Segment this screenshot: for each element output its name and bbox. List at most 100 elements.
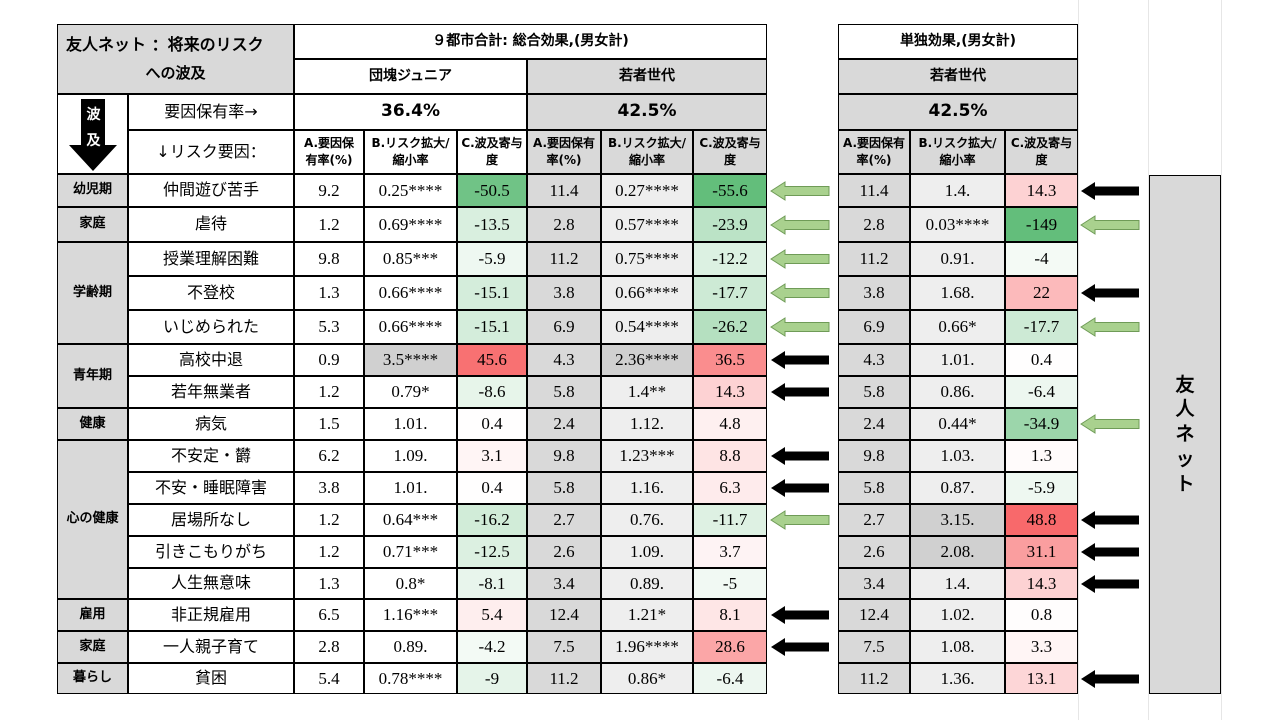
title-line1: 友人ネット ：将来のリスク: [66, 35, 264, 55]
black-left-arrow-icon: [771, 383, 829, 401]
factor-cell: 居場所なし: [128, 504, 294, 536]
gridline: [1221, 0, 1222, 720]
value-c-cell: 45.6: [457, 344, 527, 376]
black-left-arrow-icon: [771, 638, 829, 656]
value-c-cell: 14.3: [693, 376, 767, 408]
value-b-cell: 3.15.: [910, 504, 1005, 536]
value-a-cell: 3.4: [838, 568, 910, 599]
value-c-cell: 0.4: [457, 472, 527, 504]
group-young-title: 若者世代: [527, 59, 767, 94]
value-b-cell: 1.68.: [910, 276, 1005, 310]
black-left-arrow-icon: [1081, 574, 1139, 593]
col-header-c: C.波及寄与度: [1005, 130, 1078, 174]
black-left-arrow-icon: [771, 351, 829, 369]
value-b-cell: 1.16.: [601, 472, 693, 504]
value-c-cell: 8.8: [693, 440, 767, 472]
category-cell: 暮らし: [57, 663, 128, 694]
value-c-cell: 0.4: [457, 408, 527, 440]
value-c-cell: -6.4: [1005, 376, 1078, 408]
value-c-cell: 31.1: [1005, 536, 1078, 568]
value-a-cell: 9.8: [527, 440, 601, 472]
value-b-cell: 0.79*: [364, 376, 457, 408]
vertical-label-char: ッ: [1175, 447, 1195, 470]
value-a-cell: 6.9: [527, 310, 601, 344]
category-cell: 雇用: [57, 599, 128, 631]
value-b-cell: 1.08.: [910, 631, 1005, 663]
wave-label-top: 波: [86, 107, 101, 123]
value-a-cell: 3.8: [527, 276, 601, 310]
category-cell: 家庭: [57, 207, 128, 242]
value-b-cell: 1.01.: [364, 408, 457, 440]
value-a-cell: 2.6: [838, 536, 910, 568]
value-b-cell: 0.8*: [364, 568, 457, 599]
value-a-cell: 11.4: [527, 174, 601, 207]
value-b-cell: 1.21*: [601, 599, 693, 631]
value-c-cell: -34.9: [1005, 408, 1078, 440]
factor-cell: 一人親子育て: [128, 631, 294, 663]
vertical-network-label: 友人ネット: [1149, 175, 1221, 694]
value-a-cell: 2.6: [527, 536, 601, 568]
factor-cell: 若年無業者: [128, 376, 294, 408]
value-a-cell: 11.2: [838, 663, 910, 694]
value-b-cell: 1.36.: [910, 663, 1005, 694]
value-c-cell: -15.1: [457, 310, 527, 344]
col-header-b: B.リスク拡大/縮小率: [364, 130, 457, 174]
green-left-arrow-icon: [770, 249, 830, 269]
green-left-arrow-icon: [770, 510, 830, 530]
category-cell: 心の健康: [57, 440, 128, 599]
col-header-c: C.波及寄与度: [457, 130, 527, 174]
value-b-cell: 0.87.: [910, 472, 1005, 504]
value-b-cell: 1.09.: [601, 536, 693, 568]
value-b-cell: 0.86.: [910, 376, 1005, 408]
value-b-cell: 0.89.: [364, 631, 457, 663]
value-c-cell: -11.7: [693, 504, 767, 536]
value-c-cell: -8.6: [457, 376, 527, 408]
factor-cell: 病気: [128, 408, 294, 440]
green-left-arrow-icon: [1080, 414, 1140, 434]
value-b-cell: 0.25****: [364, 174, 457, 207]
value-a-cell: 5.8: [838, 472, 910, 504]
value-a-cell: 7.5: [838, 631, 910, 663]
value-a-cell: 12.4: [527, 599, 601, 631]
value-a-cell: 1.2: [294, 376, 364, 408]
value-c-cell: 3.1: [457, 440, 527, 472]
value-c-cell: -8.1: [457, 568, 527, 599]
rate-young: 42.5%: [527, 94, 767, 130]
value-c-cell: -50.5: [457, 174, 527, 207]
value-b-cell: 0.85***: [364, 242, 457, 276]
value-b-cell: 1.01.: [910, 344, 1005, 376]
value-a-cell: 1.3: [294, 276, 364, 310]
black-left-arrow-icon: [771, 447, 829, 465]
vertical-label-char: ネ: [1175, 423, 1195, 446]
category-cell: 健康: [57, 408, 128, 440]
value-b-cell: 1.16***: [364, 599, 457, 631]
factor-cell: 仲間遊び苦手: [128, 174, 294, 207]
value-b-cell: 0.69****: [364, 207, 457, 242]
value-b-cell: 3.5****: [364, 344, 457, 376]
green-left-arrow-icon: [770, 214, 830, 235]
value-b-cell: 0.66*: [910, 310, 1005, 344]
value-b-cell: 0.66****: [601, 276, 693, 310]
value-b-cell: 0.89.: [601, 568, 693, 599]
value-a-cell: 1.3: [294, 568, 364, 599]
factor-cell: 不安定・欝: [128, 440, 294, 472]
value-c-cell: 14.3: [1005, 174, 1078, 207]
black-left-arrow-icon: [1081, 284, 1139, 302]
value-b-cell: 1.23***: [601, 440, 693, 472]
value-a-cell: 2.8: [294, 631, 364, 663]
col-header-a: A.要因保有率(%): [294, 130, 364, 174]
green-left-arrow-icon: [770, 180, 830, 201]
value-c-cell: -12.2: [693, 242, 767, 276]
value-a-cell: 11.2: [527, 242, 601, 276]
factor-cell: いじめられた: [128, 310, 294, 344]
value-a-cell: 5.8: [527, 472, 601, 504]
value-c-cell: 48.8: [1005, 504, 1078, 536]
value-a-cell: 12.4: [838, 599, 910, 631]
value-b-cell: 1.03.: [910, 440, 1005, 472]
value-a-cell: 4.3: [527, 344, 601, 376]
value-a-cell: 5.4: [294, 663, 364, 694]
value-c-cell: 22: [1005, 276, 1078, 310]
black-left-arrow-icon: [1081, 511, 1139, 529]
green-left-arrow-icon: [1080, 214, 1140, 235]
section-single-title: 単独効果,(男女計): [838, 24, 1078, 59]
